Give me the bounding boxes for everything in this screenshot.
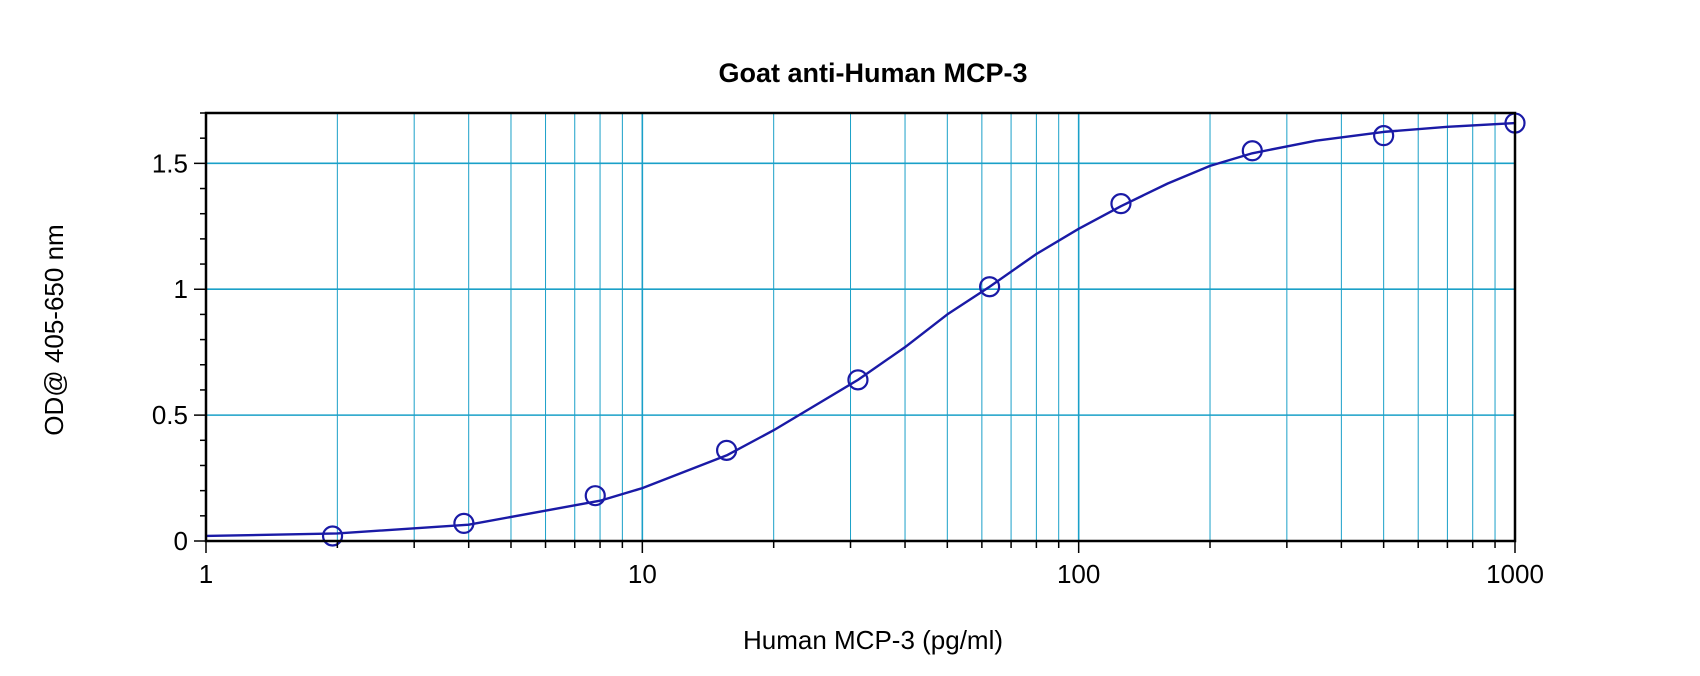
chart-title: Goat anti-Human MCP-3 bbox=[718, 58, 1027, 88]
data-point bbox=[584, 485, 606, 507]
data-point bbox=[716, 439, 738, 461]
grid-layer bbox=[206, 113, 1515, 541]
y-tick-label: 1 bbox=[174, 274, 188, 304]
data-point bbox=[453, 512, 475, 534]
y-tick-label: 1.5 bbox=[152, 148, 188, 178]
fit-curve-layer bbox=[205, 121, 1516, 538]
data-point bbox=[1373, 125, 1395, 147]
y-tick-label: 0 bbox=[174, 526, 188, 556]
x-tick-label: 100 bbox=[1057, 559, 1100, 589]
axes-layer bbox=[194, 111, 1517, 553]
tick-labels-layer: 1 10 100 1000 0 0.5 1 1.5 bbox=[152, 148, 1544, 589]
plot-frame bbox=[204, 111, 1517, 543]
data-point bbox=[1241, 140, 1263, 162]
data-points-layer bbox=[321, 112, 1526, 547]
data-point bbox=[321, 525, 344, 547]
y-tick-label: 0.5 bbox=[152, 400, 188, 430]
fit-curve-line bbox=[205, 121, 1516, 538]
data-point bbox=[847, 369, 869, 391]
data-point bbox=[979, 276, 1001, 298]
x-axis-label: Human MCP-3 (pg/ml) bbox=[743, 625, 1003, 655]
x-tick-label: 1000 bbox=[1486, 559, 1544, 589]
x-tick-label: 1 bbox=[199, 559, 213, 589]
data-point bbox=[1110, 193, 1132, 215]
y-axis-label: OD@ 405-650 nm bbox=[39, 224, 69, 435]
x-tick-label: 10 bbox=[628, 559, 657, 589]
